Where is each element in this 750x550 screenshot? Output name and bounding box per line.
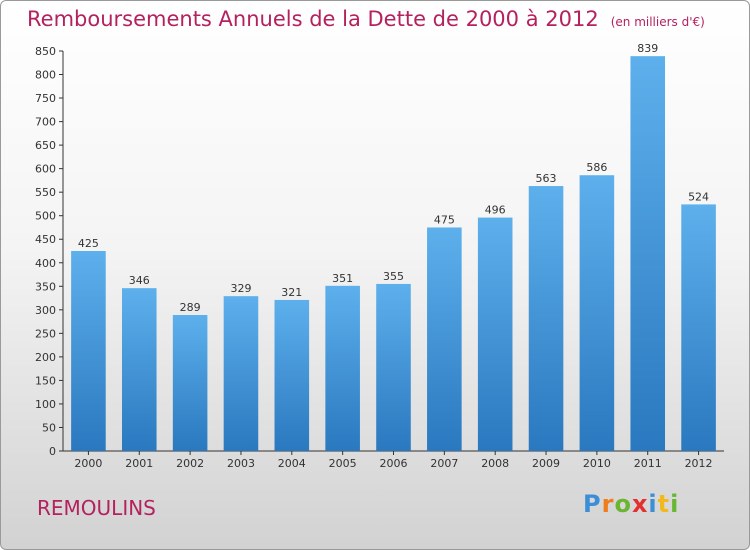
logo-letter: x [631, 490, 649, 518]
x-tick-label-2009: 2009 [532, 457, 560, 470]
y-tick-label: 400 [35, 257, 56, 270]
logo-letter: o [614, 490, 632, 518]
logo-letter: t [657, 490, 671, 518]
data-label-2000: 425 [78, 237, 99, 250]
data-label-2006: 355 [383, 270, 404, 283]
x-tick-label-2003: 2003 [227, 457, 255, 470]
data-label-2009: 563 [536, 172, 557, 185]
bar-2003 [223, 296, 259, 451]
data-label-2004: 321 [281, 286, 302, 299]
x-tick-label-2004: 2004 [278, 457, 306, 470]
logo-letter: i [648, 490, 658, 518]
y-tick-label: 600 [35, 163, 56, 176]
bar-2005 [325, 285, 360, 451]
bar-2002 [172, 315, 208, 451]
commune-name: REMOULINS [37, 496, 156, 520]
data-label-2008: 496 [485, 204, 506, 217]
y-tick-label: 50 [42, 421, 56, 434]
x-tick-label-2010: 2010 [583, 457, 611, 470]
y-tick-label: 700 [35, 116, 56, 129]
x-tick-label-2012: 2012 [685, 457, 713, 470]
x-tick-label-2005: 2005 [329, 457, 357, 470]
y-tick-label: 150 [35, 374, 56, 387]
data-label-2007: 475 [434, 213, 455, 226]
bar-2012 [681, 204, 716, 451]
x-tick-label-2011: 2011 [634, 457, 662, 470]
bar-2006 [376, 283, 411, 451]
data-label-2003: 329 [230, 282, 251, 295]
proxiti-logo: Proxiti [583, 490, 679, 518]
bar-2008 [477, 217, 513, 451]
y-tick-label: 100 [35, 398, 56, 411]
y-tick-label: 450 [35, 233, 56, 246]
x-tick-label-2000: 2000 [74, 457, 102, 470]
y-tick-label: 550 [35, 186, 56, 199]
x-tick-label-2006: 2006 [380, 457, 408, 470]
y-tick-label: 500 [35, 210, 56, 223]
data-label-2010: 586 [586, 161, 607, 174]
x-tick-label-2002: 2002 [176, 457, 204, 470]
labels-group: 2000 425 2001 346 2002 289 2003 329 2004 321 2005 3… [74, 42, 712, 470]
bars-group [71, 56, 716, 451]
y-tick-label: 0 [49, 445, 56, 458]
x-tick-label-2007: 2007 [430, 457, 458, 470]
bar-2011 [630, 56, 666, 451]
x-tick-label-2008: 2008 [481, 457, 509, 470]
y-tick-label: 300 [35, 304, 56, 317]
bar-2007 [427, 227, 462, 451]
chart-title: Remboursements Annuels de la Dette de 20… [27, 7, 705, 31]
chart-title-text: Remboursements Annuels de la Dette de 20… [27, 7, 599, 31]
bar-2004 [274, 299, 310, 451]
y-tick-label: 350 [35, 280, 56, 293]
data-label-2012: 524 [688, 190, 709, 203]
chart-subtitle: (en milliers d'€) [610, 15, 705, 29]
bar-2000 [71, 251, 106, 451]
y-tick-label: 850 [35, 45, 56, 58]
y-tick-label: 750 [35, 92, 56, 105]
y-tick-label: 200 [35, 351, 56, 364]
y-tick-label: 650 [35, 139, 56, 152]
bar-2001 [121, 288, 157, 451]
logo-letter: i [670, 490, 680, 518]
y-tick-label: 800 [35, 69, 56, 82]
data-label-2011: 839 [637, 42, 658, 55]
data-label-2002: 289 [180, 301, 201, 314]
y-tick-label: 250 [35, 327, 56, 340]
logo-letter: P [583, 490, 602, 518]
logo-letter: r [601, 490, 615, 518]
bar-2010 [579, 175, 615, 451]
x-tick-label-2001: 2001 [125, 457, 153, 470]
chart-axes: 0 50 100 150 200 250 300 350 400 450 500 550 600 650 7… [35, 45, 724, 458]
data-label-2001: 346 [129, 274, 150, 287]
data-label-2005: 351 [332, 272, 353, 285]
bar-2009 [528, 186, 564, 451]
